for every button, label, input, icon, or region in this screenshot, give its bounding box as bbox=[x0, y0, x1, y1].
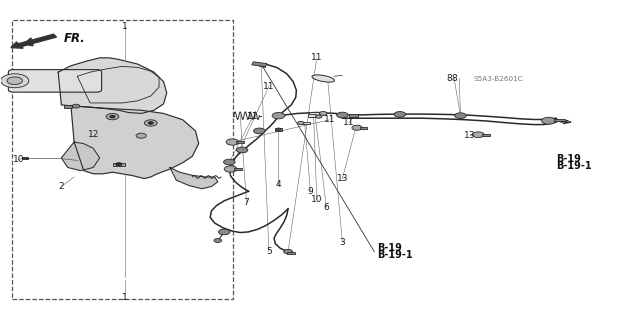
Polygon shape bbox=[61, 142, 100, 171]
Text: 2: 2 bbox=[58, 182, 64, 191]
Text: 12: 12 bbox=[88, 130, 99, 138]
Polygon shape bbox=[170, 167, 218, 189]
Circle shape bbox=[337, 112, 348, 118]
Text: 8: 8 bbox=[447, 74, 452, 83]
Bar bbox=[482, 134, 490, 136]
Circle shape bbox=[352, 125, 362, 130]
Bar bbox=[234, 168, 242, 170]
Circle shape bbox=[253, 128, 265, 134]
Bar bbox=[554, 119, 564, 121]
Text: S5A3-B2601C: S5A3-B2601C bbox=[473, 76, 523, 82]
Circle shape bbox=[224, 166, 237, 172]
Text: 11: 11 bbox=[247, 112, 259, 121]
Text: 1: 1 bbox=[122, 293, 128, 302]
Text: B-19-1: B-19-1 bbox=[378, 250, 413, 260]
Circle shape bbox=[316, 115, 322, 118]
Circle shape bbox=[236, 147, 248, 153]
Polygon shape bbox=[71, 106, 198, 179]
Circle shape bbox=[106, 114, 119, 120]
Text: B-19-1: B-19-1 bbox=[556, 161, 592, 171]
Circle shape bbox=[298, 122, 304, 124]
Bar bbox=[301, 122, 310, 124]
Text: 6: 6 bbox=[323, 203, 329, 211]
Text: B-19: B-19 bbox=[556, 154, 581, 165]
Text: 7: 7 bbox=[244, 198, 250, 207]
Circle shape bbox=[214, 239, 221, 242]
Text: 1: 1 bbox=[122, 22, 128, 31]
Text: 3: 3 bbox=[339, 238, 345, 247]
Text: 11: 11 bbox=[311, 53, 323, 62]
Circle shape bbox=[72, 104, 80, 108]
Circle shape bbox=[1, 74, 29, 88]
Circle shape bbox=[455, 113, 467, 119]
Bar bbox=[349, 115, 358, 117]
Bar bbox=[308, 112, 319, 115]
FancyBboxPatch shape bbox=[8, 70, 102, 92]
Bar bbox=[252, 62, 267, 67]
Circle shape bbox=[541, 117, 556, 124]
Bar bbox=[12, 20, 232, 299]
Bar bbox=[287, 252, 295, 254]
Circle shape bbox=[223, 159, 235, 165]
Circle shape bbox=[226, 139, 239, 145]
Bar bbox=[22, 157, 28, 159]
Circle shape bbox=[110, 115, 115, 118]
Polygon shape bbox=[58, 58, 167, 114]
Text: 4: 4 bbox=[276, 181, 282, 189]
Text: 13: 13 bbox=[337, 174, 348, 183]
Circle shape bbox=[394, 112, 406, 117]
Circle shape bbox=[284, 249, 292, 254]
Text: 13: 13 bbox=[465, 131, 476, 140]
Ellipse shape bbox=[312, 75, 335, 82]
Text: 9: 9 bbox=[308, 187, 314, 196]
Bar bbox=[308, 114, 316, 117]
Text: 10: 10 bbox=[13, 155, 24, 164]
Bar bbox=[236, 141, 244, 143]
FancyArrow shape bbox=[11, 34, 56, 48]
Text: FR.: FR. bbox=[63, 32, 85, 45]
Circle shape bbox=[218, 229, 230, 235]
Circle shape bbox=[116, 163, 122, 166]
Circle shape bbox=[136, 133, 147, 138]
Circle shape bbox=[319, 112, 327, 115]
Text: 10: 10 bbox=[311, 195, 323, 204]
Bar bbox=[275, 128, 282, 131]
Circle shape bbox=[148, 122, 154, 124]
Circle shape bbox=[145, 120, 157, 126]
Text: 11: 11 bbox=[343, 118, 355, 128]
Circle shape bbox=[272, 113, 285, 119]
Circle shape bbox=[472, 132, 484, 137]
Text: 8: 8 bbox=[451, 74, 457, 83]
Bar bbox=[360, 127, 367, 129]
Text: B-19: B-19 bbox=[378, 243, 403, 253]
Text: 11: 11 bbox=[324, 115, 335, 124]
Circle shape bbox=[7, 77, 22, 85]
Bar bbox=[64, 105, 72, 108]
Bar bbox=[113, 163, 125, 166]
Circle shape bbox=[276, 128, 281, 130]
Text: 5: 5 bbox=[266, 247, 272, 256]
Text: 11: 11 bbox=[263, 82, 275, 91]
